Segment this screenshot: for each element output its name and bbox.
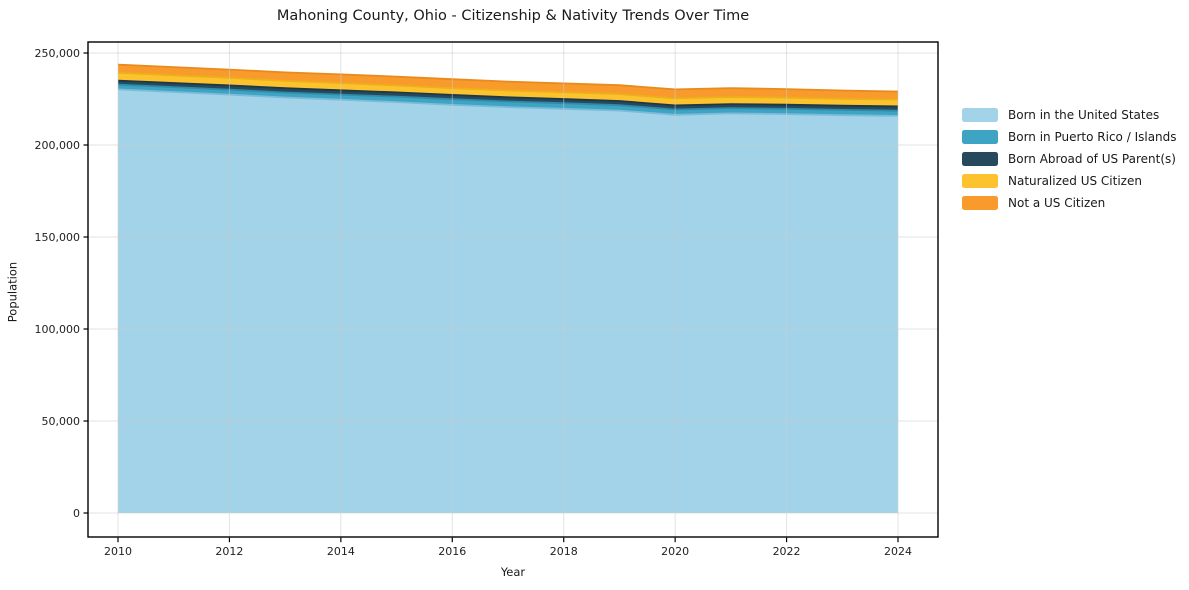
legend-label: Not a US Citizen [1008, 196, 1106, 210]
legend-item: Born in Puerto Rico / Islands [962, 126, 1177, 148]
y-tick-label: 250,000 [35, 47, 81, 60]
legend-label: Naturalized US Citizen [1008, 174, 1142, 188]
axes-spines [87, 41, 939, 538]
legend-swatch [962, 174, 998, 188]
legend-item: Born Abroad of US Parent(s) [962, 148, 1177, 170]
legend-swatch [962, 196, 998, 210]
legend-item: Naturalized US Citizen [962, 170, 1177, 192]
area-edge-1 [117, 83, 899, 112]
legend-swatch [962, 108, 998, 122]
legend-item: Not a US Citizen [962, 192, 1177, 214]
y-tick-label: 150,000 [35, 231, 81, 244]
x-tick-label: 2014 [327, 545, 355, 558]
area-2 [118, 80, 898, 111]
x-tick-label: 2018 [550, 545, 578, 558]
x-tick-label: 2010 [104, 545, 132, 558]
x-axis-label: Year [500, 565, 526, 579]
area-edge-3 [117, 71, 899, 101]
x-tick-label: 2022 [773, 545, 801, 558]
area-1 [118, 84, 898, 116]
legend-label: Born in Puerto Rico / Islands [1008, 130, 1177, 144]
legend-label: Born Abroad of US Parent(s) [1008, 152, 1176, 166]
y-axis-label: Population [5, 261, 20, 323]
area-edge-0 [117, 88, 899, 117]
x-tick-label: 2024 [884, 545, 912, 558]
area-0 [118, 89, 898, 514]
y-tick-label: 100,000 [35, 323, 81, 336]
area-edge-2 [117, 79, 899, 108]
legend-label: Born in the United States [1008, 108, 1160, 122]
y-tick-label: 0 [73, 507, 80, 520]
y-tick-label: 50,000 [42, 415, 81, 428]
chart-title: Mahoning County, Ohio - Citizenship & Na… [276, 8, 750, 24]
legend-swatch [962, 130, 998, 144]
x-tick-label: 2012 [215, 545, 243, 558]
legend-item: Born in the United States [962, 104, 1177, 126]
x-tick-label: 2016 [438, 545, 466, 558]
area-edge-4 [117, 63, 899, 93]
legend: Born in the United States Born in Puerto… [962, 104, 1177, 214]
legend-swatch [962, 152, 998, 166]
x-tick-label: 2020 [661, 545, 689, 558]
y-tick-label: 200,000 [35, 139, 81, 152]
